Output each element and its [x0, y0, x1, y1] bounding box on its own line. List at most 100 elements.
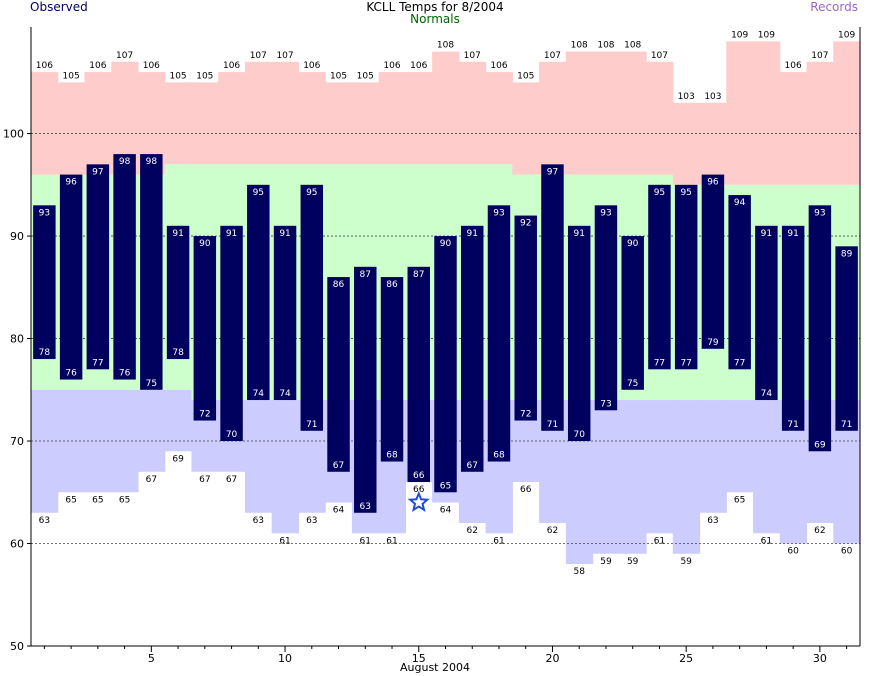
observed-high-label: 87	[360, 270, 371, 280]
record-high-band	[565, 51, 594, 175]
y-tick-label: 50	[10, 640, 24, 653]
observed-high-label: 91	[226, 229, 237, 239]
record-low-band	[726, 400, 754, 493]
record-high-band	[512, 82, 540, 175]
record-low-label: 65	[65, 495, 76, 505]
observed-low-label: 71	[841, 420, 852, 430]
observed-high-label: 90	[627, 239, 639, 249]
record-high-label: 107	[811, 51, 828, 61]
observed-low-label: 72	[520, 410, 531, 420]
observed-low-label: 70	[226, 430, 238, 440]
record-low-band	[619, 400, 647, 554]
observed-bar	[193, 236, 217, 421]
record-high-band	[57, 82, 86, 175]
observed-low-label: 74	[279, 389, 291, 399]
record-low-label: 67	[146, 475, 157, 485]
record-high-band	[191, 82, 219, 165]
observed-low-label: 71	[306, 420, 317, 430]
observed-bar	[220, 225, 243, 442]
record-high-label: 107	[250, 51, 267, 61]
record-high-band	[84, 72, 112, 175]
y-tick-label: 70	[10, 435, 24, 448]
x-tick-label: 20	[545, 652, 559, 665]
record-low-band	[31, 389, 59, 513]
record-low-label: 65	[92, 495, 103, 505]
observed-high-label: 91	[787, 229, 798, 239]
observed-high-label: 93	[39, 208, 50, 218]
record-high-band	[432, 51, 460, 165]
observed-high-label: 97	[547, 167, 558, 177]
record-high-band	[485, 72, 513, 165]
record-high-label: 105	[330, 71, 347, 81]
observed-high-label: 94	[734, 198, 746, 208]
observed-low-label: 76	[65, 369, 77, 379]
observed-low-label: 73	[600, 399, 611, 409]
observed-bar	[33, 205, 56, 360]
observed-low-label: 75	[146, 379, 157, 389]
observed-low-label: 71	[547, 420, 558, 430]
observed-bar	[300, 184, 324, 431]
record-high-band	[672, 102, 701, 185]
observed-high-label: 90	[199, 239, 211, 249]
chart-title: KCLL Temps for 8/2004	[366, 0, 504, 14]
observed-low-label: 68	[493, 451, 505, 461]
observed-high-label: 91	[467, 229, 478, 239]
observed-low-label: 77	[734, 358, 745, 368]
observed-bar	[434, 236, 457, 493]
observed-bar	[140, 154, 163, 390]
record-low-label: 66	[413, 485, 425, 495]
record-low-label: 64	[440, 506, 452, 516]
record-high-band	[806, 61, 834, 185]
observed-low-label: 68	[386, 451, 398, 461]
record-high-label: 108	[437, 41, 454, 51]
record-high-label: 107	[276, 51, 293, 61]
observed-high-label: 91	[172, 229, 183, 239]
record-high-band	[779, 72, 808, 185]
observed-high-label: 96	[65, 178, 77, 188]
record-low-band	[164, 389, 193, 452]
record-high-band	[753, 41, 781, 185]
y-tick-label: 60	[10, 538, 24, 551]
record-high-band	[298, 72, 326, 165]
observed-high-label: 96	[707, 178, 719, 188]
record-high-label: 105	[196, 71, 213, 81]
observed-high-label: 93	[814, 208, 825, 218]
record-low-label: 58	[573, 567, 585, 577]
record-low-label: 66	[520, 485, 532, 495]
record-high-band	[164, 82, 193, 165]
y-tick-label: 100	[3, 128, 24, 141]
observed-high-label: 93	[600, 208, 611, 218]
observed-low-label: 79	[707, 338, 719, 348]
record-low-band	[753, 400, 781, 534]
record-high-band	[458, 61, 487, 165]
record-high-band	[31, 72, 59, 175]
observed-bar	[701, 174, 725, 349]
record-high-band	[726, 41, 754, 185]
record-low-label: 63	[39, 516, 50, 526]
record-low-label: 59	[627, 557, 639, 567]
x-tick-label: 30	[813, 652, 827, 665]
observed-high-label: 86	[333, 280, 345, 290]
observed-bar	[461, 225, 484, 472]
observed-high-label: 97	[92, 167, 103, 177]
observed-high-label: 91	[279, 229, 290, 239]
record-high-band	[833, 41, 861, 185]
observed-bar	[247, 184, 270, 401]
observed-low-label: 77	[654, 358, 665, 368]
observed-low-label: 71	[787, 420, 798, 430]
record-high-label: 103	[704, 92, 721, 102]
record-low-label: 62	[467, 526, 478, 536]
observed-high-label: 92	[520, 219, 531, 229]
record-high-label: 106	[410, 61, 427, 71]
observed-low-label: 75	[627, 379, 638, 389]
record-low-band	[137, 389, 166, 472]
record-low-label: 61	[493, 536, 504, 546]
record-high-label: 109	[758, 30, 775, 40]
observed-bar	[166, 225, 190, 360]
record-high-label: 105	[357, 71, 374, 81]
record-low-label: 61	[761, 536, 772, 546]
observed-low-label: 74	[253, 389, 265, 399]
observed-bar	[86, 164, 110, 370]
observed-bar	[567, 225, 591, 442]
record-low-label: 60	[841, 547, 853, 557]
